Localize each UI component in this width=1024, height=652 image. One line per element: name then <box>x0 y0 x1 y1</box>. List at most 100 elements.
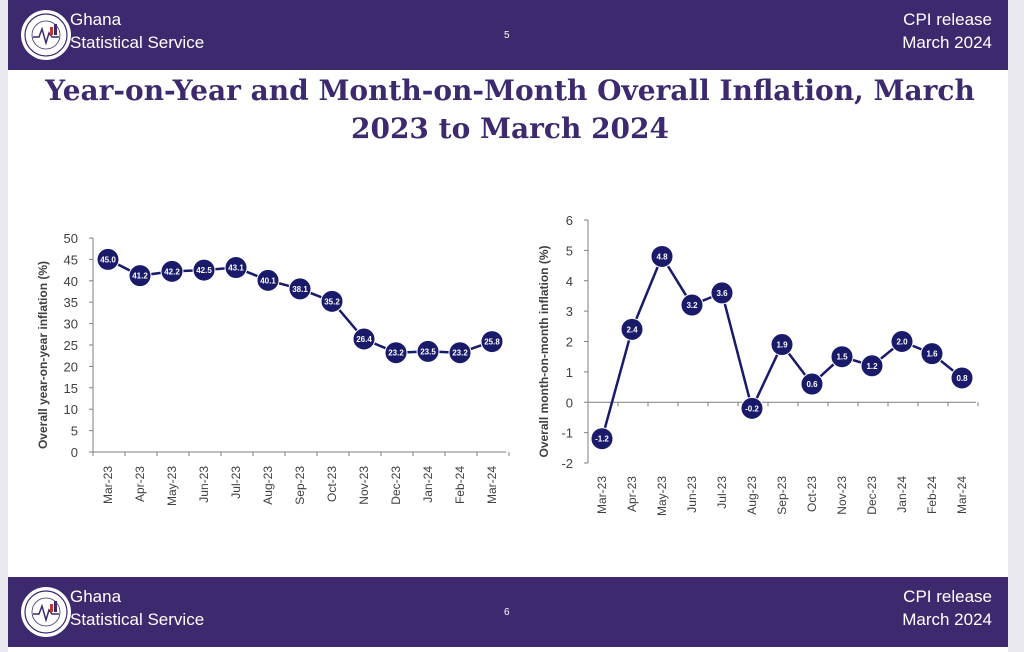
x-tick-label: Oct-23 <box>805 476 819 512</box>
x-tick-label: Feb-24 <box>453 466 467 504</box>
x-tick-label: Oct-23 <box>325 466 339 502</box>
data-label: 42.2 <box>164 267 180 276</box>
y-tick-label: 1 <box>566 365 573 380</box>
y-tick-label: 6 <box>566 213 573 228</box>
header-band: Ghana Statistical Service 5 CPI release … <box>8 0 1008 70</box>
y-tick-label: 20 <box>64 359 78 374</box>
chart-1: 0 5 10 15 20 25 30 35 40 45 50 Mar-23 Apr-23 May-23 Ju… <box>36 231 510 506</box>
x-tick-label: Mar-24 <box>955 476 969 514</box>
data-label: -0.2 <box>745 404 759 413</box>
data-label: 45.0 <box>100 255 116 264</box>
y-tick-label: 35 <box>64 295 78 310</box>
y-tick-label: 30 <box>64 317 78 332</box>
data-label: 25.8 <box>484 338 500 347</box>
x-tick-label: Dec-23 <box>865 476 879 515</box>
data-label: 41.2 <box>132 272 148 281</box>
y-tick-label: 3 <box>566 304 573 319</box>
data-point <box>620 317 644 341</box>
data-point <box>650 244 674 268</box>
x-tick-label: Sep-23 <box>293 466 307 505</box>
footer-band: Ghana Statistical Service 6 CPI release … <box>8 577 1008 647</box>
x-tick-label: Apr-23 <box>625 476 639 512</box>
release-label: CPI release <box>903 587 992 606</box>
data-point <box>920 342 944 366</box>
x-tick-label: Aug-23 <box>261 466 275 505</box>
y-tick-label: 50 <box>64 231 78 246</box>
x-tick-label: Feb-24 <box>925 476 939 514</box>
y-tick-label: 45 <box>64 252 78 267</box>
data-label: 4.8 <box>656 252 668 261</box>
x-tick-label: Jun-23 <box>685 476 699 513</box>
release-date: March 2024 <box>902 33 992 52</box>
x-tick-label: Jun-23 <box>197 466 211 503</box>
data-label: 3.2 <box>686 301 698 310</box>
data-point <box>590 427 614 451</box>
data-label: 1.5 <box>836 353 848 362</box>
data-point <box>288 277 312 301</box>
data-label: 1.6 <box>926 350 938 359</box>
y-tick-label: -1 <box>561 426 573 441</box>
data-label: 1.9 <box>776 341 788 350</box>
data-point <box>740 396 764 420</box>
org-name-line2: Statistical Service <box>70 33 205 52</box>
y-tick-label: 15 <box>64 381 78 396</box>
x-tick-label: Nov-23 <box>835 476 849 515</box>
y-tick-label: 5 <box>71 424 78 439</box>
data-label: 3.6 <box>716 289 728 298</box>
chart-2: -2 -1 0 1 2 3 4 5 6 Mar-23 Apr-23 May-23 Jun-23 Jul-2… <box>537 213 979 516</box>
data-point <box>800 372 824 396</box>
data-point <box>480 330 504 354</box>
data-point <box>320 289 344 313</box>
data-point <box>384 341 408 365</box>
y-tick-label: 2 <box>566 335 573 350</box>
x-tick-label: Aug-23 <box>745 476 759 515</box>
x-tick-label: Dec-23 <box>389 466 403 505</box>
y-tick-label: 25 <box>64 338 78 353</box>
y-tick-label: 10 <box>64 402 78 417</box>
data-point <box>830 345 854 369</box>
data-point <box>256 268 280 292</box>
x-tick-label: Mar-23 <box>595 476 609 514</box>
x-tick-label: Jan-24 <box>421 466 435 503</box>
data-label: 0.6 <box>806 380 818 389</box>
data-label: 2.0 <box>896 338 908 347</box>
data-label: 0.8 <box>956 374 968 383</box>
data-label: 26.4 <box>356 335 372 344</box>
x-tick-label: May-23 <box>655 476 669 516</box>
data-point <box>352 327 376 351</box>
data-point <box>192 258 216 282</box>
release-label: CPI release <box>903 10 992 29</box>
x-tick-label: Mar-24 <box>485 466 499 504</box>
gss-logo <box>21 587 71 637</box>
data-label: 23.2 <box>452 349 468 358</box>
data-point <box>128 264 152 288</box>
data-point <box>680 293 704 317</box>
release-date: March 2024 <box>902 610 992 629</box>
data-label: -1.2 <box>595 435 609 444</box>
page-number: 6 <box>504 607 510 618</box>
y-tick-label: 0 <box>566 395 573 410</box>
gss-logo <box>21 10 71 60</box>
data-point <box>950 366 974 390</box>
data-point <box>160 259 184 283</box>
org-name-line1: Ghana <box>70 10 122 29</box>
data-label: 40.1 <box>260 276 276 285</box>
y-tick-label: 40 <box>64 274 78 289</box>
right-gutter <box>1008 0 1024 652</box>
data-label: 1.2 <box>866 362 878 371</box>
data-point <box>416 339 440 363</box>
data-label: 23.2 <box>388 349 404 358</box>
data-label: 38.1 <box>292 285 308 294</box>
x-tick-label: Apr-23 <box>133 466 147 502</box>
data-label: 42.5 <box>196 266 212 275</box>
y-tick-label: 0 <box>71 445 78 460</box>
y-tick-label: 4 <box>566 274 573 289</box>
y-axis-label: Overall month-on-month inflation (%) <box>537 246 551 458</box>
x-tick-label: Sep-23 <box>775 476 789 515</box>
page-number: 5 <box>504 30 510 41</box>
data-point <box>448 341 472 365</box>
x-tick-label: Jul-23 <box>229 466 243 499</box>
data-point <box>224 256 248 280</box>
y-tick-label: 5 <box>566 243 573 258</box>
